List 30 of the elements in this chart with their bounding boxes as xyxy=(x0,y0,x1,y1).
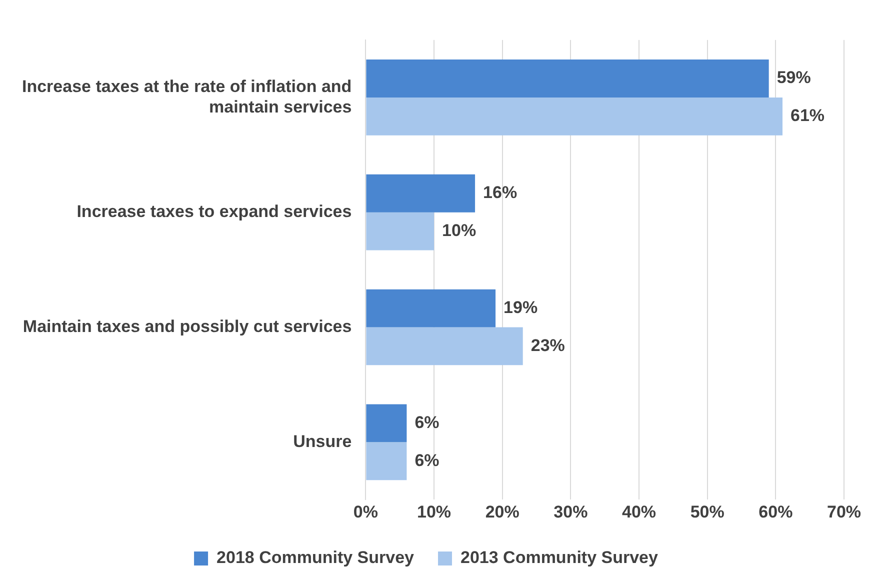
x-tick-label: 20% xyxy=(485,502,520,522)
data-label: 59% xyxy=(776,68,811,88)
data-label: 61% xyxy=(790,106,825,126)
x-tick-label: 60% xyxy=(758,502,793,522)
y-tick-label: Unsure xyxy=(293,432,352,451)
data-label: 10% xyxy=(442,220,476,240)
x-tick-label: 10% xyxy=(417,502,452,522)
x-tick-label: 40% xyxy=(622,502,656,522)
data-label: 6% xyxy=(414,450,440,470)
x-tick-label: 50% xyxy=(690,502,724,522)
bar xyxy=(366,289,496,328)
bar xyxy=(366,404,407,442)
x-tick-label: 30% xyxy=(554,502,588,522)
bar xyxy=(366,212,434,250)
y-tick-label: Increase taxes to expand services xyxy=(76,202,352,222)
bar xyxy=(366,327,523,366)
data-label: 19% xyxy=(504,298,538,317)
data-label: 16% xyxy=(483,183,518,202)
x-tick-label: 0% xyxy=(353,502,378,522)
y-tick-label: Maintain taxes and possibly cut services xyxy=(22,316,352,336)
bar xyxy=(366,442,407,480)
bar xyxy=(366,97,783,136)
legend-label: 2018 Community Survey xyxy=(216,548,415,568)
bar xyxy=(366,174,476,212)
data-label: 6% xyxy=(414,412,440,432)
data-label: 23% xyxy=(530,336,565,355)
x-tick-label: 70% xyxy=(826,502,862,522)
bar xyxy=(366,60,769,98)
legend-label: 2013 Community Survey xyxy=(460,548,659,568)
y-tick-label: Increase taxes at the rate of inflation and maintain services xyxy=(22,76,352,116)
